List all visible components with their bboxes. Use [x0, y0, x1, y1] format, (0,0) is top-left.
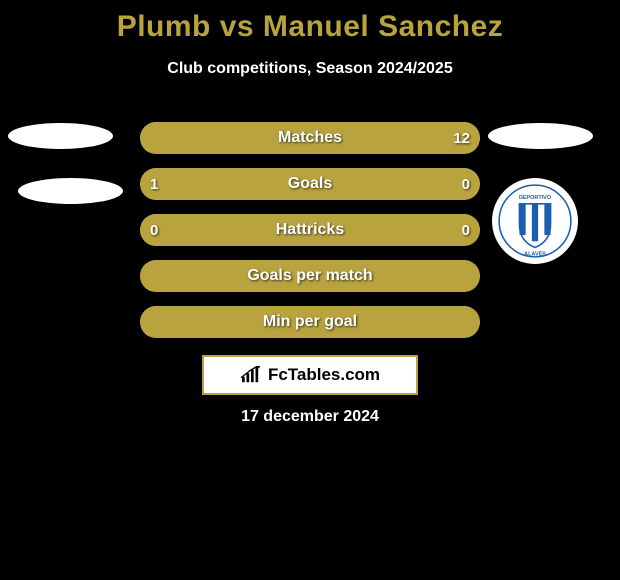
page-subtitle: Club competitions, Season 2024/2025	[0, 60, 620, 78]
left-player-badge-2	[18, 178, 123, 204]
fctables-attribution: FcTables.com	[202, 355, 418, 395]
stat-bar-label: Goals	[140, 168, 480, 200]
stat-bar-row: Hattricks0 0	[140, 214, 480, 246]
right-player-badge-1	[488, 123, 593, 149]
stat-bar-label: Hattricks	[140, 214, 480, 246]
stat-bar-row: Goals per match	[140, 260, 480, 292]
stat-bar-row: Goals1 0	[140, 168, 480, 200]
stat-bar-right-value: 0	[462, 168, 470, 200]
stat-bar-label: Goals per match	[140, 260, 480, 292]
stat-bar-right-value: 12	[453, 122, 470, 154]
date-footer: 17 december 2024	[0, 408, 620, 426]
fctables-label: FcTables.com	[268, 365, 380, 385]
stat-bar-label: Min per goal	[140, 306, 480, 338]
svg-text:DEPORTIVO: DEPORTIVO	[519, 195, 552, 201]
stat-bar-row: Matches12	[140, 122, 480, 154]
alaves-crest-icon: DEPORTIVO ALAVÉS	[496, 182, 574, 260]
stat-bar-row: Min per goal	[140, 306, 480, 338]
stat-bar-label: Matches	[140, 122, 480, 154]
right-player-badge-alaves: DEPORTIVO ALAVÉS	[492, 178, 578, 264]
stat-bars: Matches12Goals10Hattricks00Goals per mat…	[140, 122, 480, 352]
stat-bar-left-value: 0	[150, 214, 158, 246]
left-player-badge-1	[8, 123, 113, 149]
stat-bar-left-value: 1	[150, 168, 158, 200]
comparison-infographic: Plumb vs Manuel Sanchez Club competition…	[0, 0, 620, 580]
bar-chart-icon	[240, 366, 262, 384]
stat-bar-right-value: 0	[462, 214, 470, 246]
page-title: Plumb vs Manuel Sanchez	[0, 10, 620, 44]
